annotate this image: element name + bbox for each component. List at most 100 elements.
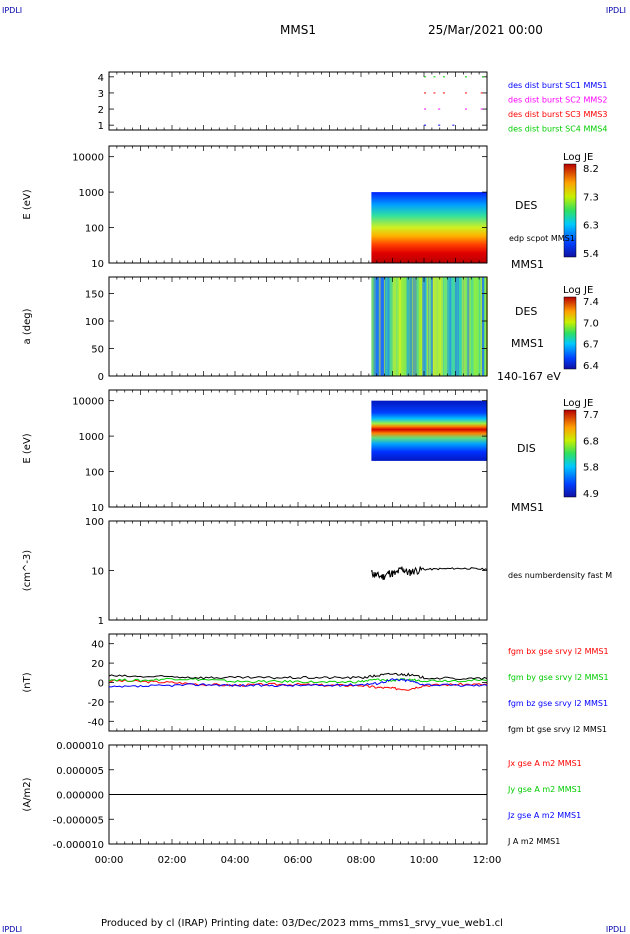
- y-tick-label: 100: [85, 468, 104, 479]
- y-axis-label: (cm^-3): [22, 550, 33, 591]
- spectrogram-streak: [478, 277, 481, 376]
- y-tick-label: 10000: [72, 397, 104, 408]
- legend-entry: fgm bz gse srvy l2 MMS1: [508, 699, 608, 708]
- instrument-label: DES: [515, 199, 537, 212]
- energy-range-label: 140-167 eV: [497, 370, 561, 383]
- colorbar-tick-label: 7.3: [583, 192, 599, 203]
- colorbar-tick-label: 6.8: [583, 436, 599, 447]
- y-tick-label: 100: [85, 517, 104, 528]
- spectrogram-streak: [447, 277, 451, 376]
- series-line-des-numberdensity-fast-m: [370, 566, 488, 580]
- spectrogram-streak: [412, 277, 417, 376]
- spectrogram-streak: [406, 277, 409, 376]
- y-tick-label: 10000: [72, 153, 104, 164]
- instrument-label: DES: [515, 305, 537, 318]
- y-tick-label: -40: [88, 717, 104, 728]
- spacecraft-title: MMS1: [280, 23, 316, 37]
- corner-logo-top-right: IPDLI: [605, 6, 626, 15]
- legend-entry: Jz gse A m2 MMS1: [507, 811, 581, 820]
- y-tick-label: -0.000005: [53, 815, 104, 826]
- x-tick-label: 08:00: [347, 855, 376, 866]
- colorbar-tick-label: 7.4: [583, 297, 599, 308]
- spectrogram-streak: [385, 277, 388, 376]
- y-tick-label: -20: [88, 698, 104, 709]
- y-tick-label: 100: [85, 224, 104, 235]
- series-line-fgm-bz-gse-srvy-l2-mms1: [109, 678, 488, 688]
- y-tick-label: 4: [98, 73, 104, 84]
- x-tick-label: 02:00: [158, 855, 187, 866]
- spacecraft-label: MMS1: [511, 337, 544, 350]
- y-tick-label: 0.000000: [56, 791, 104, 802]
- spectrogram-streak: [377, 277, 380, 376]
- colorbar-title: Log JE: [563, 152, 593, 163]
- y-tick-label: 10: [91, 259, 104, 270]
- datetime-title: 25/Mar/2021 00:00: [428, 23, 543, 37]
- y-tick-label: -0.000010: [53, 840, 104, 851]
- spectrogram-streak: [454, 277, 457, 376]
- colorbar-tick-label: 5.4: [583, 249, 599, 260]
- spectrogram-streak: [409, 277, 413, 376]
- spectrogram-streak: [380, 277, 383, 376]
- legend-entry: Jy gse A m2 MMS1: [507, 785, 582, 794]
- panel-frame-burst: [108, 71, 488, 131]
- y-tick-label: 150: [85, 290, 104, 301]
- spectrogram-streak: [374, 277, 378, 376]
- spectrogram-streak: [461, 277, 466, 376]
- y-tick-label: 20: [91, 659, 104, 670]
- y-tick-label: 0: [98, 679, 104, 690]
- spectrogram-streak: [467, 277, 470, 376]
- series-line-fgm-bt-gse-srvy-l2-mms1: [108, 672, 488, 681]
- y-axis-label: E (eV): [22, 433, 33, 463]
- spectrogram-streak: [378, 277, 381, 376]
- panel-frame-density: [108, 520, 488, 621]
- spectrogram-des_energy: [371, 192, 487, 263]
- spectrogram-streak: [481, 277, 485, 376]
- spectrogram-dis_energy: [371, 400, 487, 461]
- y-tick-label: 0.000005: [56, 766, 104, 777]
- spectrogram-streak: [479, 277, 483, 376]
- y-tick-label: 0.000010: [56, 741, 104, 752]
- spectrogram-streak: [457, 277, 460, 376]
- spectrogram-streak: [392, 277, 396, 376]
- spectrogram-streak: [458, 277, 461, 376]
- scpot-label: edp scpot MMS1: [509, 234, 575, 243]
- legend-entry: fgm by gse srvy l2 MMS1: [508, 673, 609, 682]
- y-tick-label: 1: [98, 121, 104, 132]
- legend-entry: fgm bt gse srvy l2 MMS1: [508, 725, 607, 734]
- corner-logo-bottom-left: IPDLI: [2, 925, 23, 934]
- x-tick-label: 04:00: [221, 855, 250, 866]
- spectrogram-streak: [470, 277, 474, 376]
- colorbar-dis_energy: [563, 409, 577, 498]
- legend-entry: J A m2 MMS1: [507, 837, 560, 846]
- legend-entry: fgm bx gse srvy l2 MMS1: [508, 647, 609, 656]
- y-axis-label: (nT): [22, 672, 33, 692]
- spacecraft-label: MMS1: [511, 258, 544, 271]
- y-tick-label: 40: [91, 640, 104, 651]
- x-tick-label: 10:00: [410, 855, 439, 866]
- spectrogram-streak: [371, 277, 374, 376]
- spectrogram-streak: [439, 277, 444, 376]
- spectrogram-streak: [452, 277, 454, 376]
- corner-logo-bottom-right: IPDLI: [605, 925, 626, 934]
- corner-logo-top-left: IPDLI: [2, 6, 23, 15]
- colorbar-des_energy: [563, 163, 577, 258]
- legend-entry: des dist burst SC1 MMS1: [508, 81, 607, 90]
- colorbar-tick-label: 7.0: [583, 318, 599, 329]
- spectrogram-streak: [435, 277, 439, 376]
- y-axis-label: (A/m2): [22, 777, 33, 811]
- legend-entry: Jx gse A m2 MMS1: [507, 759, 582, 768]
- spectrogram-streak: [428, 277, 433, 376]
- spectrogram-streak: [387, 277, 390, 376]
- legend-entry: des dist burst SC3 MMS3: [508, 110, 607, 119]
- y-tick-label: 1000: [79, 432, 104, 443]
- colorbar-title: Log JE: [563, 285, 593, 296]
- legend-entry: des numberdensity fast M: [508, 571, 612, 580]
- colorbar-des_pitch: [563, 296, 577, 370]
- y-tick-label: 10: [91, 503, 104, 514]
- colorbar-tick-label: 6.4: [583, 361, 599, 372]
- y-tick-label: 3: [98, 89, 104, 100]
- footer-text: Produced by cl (IRAP) Printing date: 03/…: [101, 918, 503, 929]
- x-tick-label: 12:00: [473, 855, 502, 866]
- y-tick-label: 100: [85, 317, 104, 328]
